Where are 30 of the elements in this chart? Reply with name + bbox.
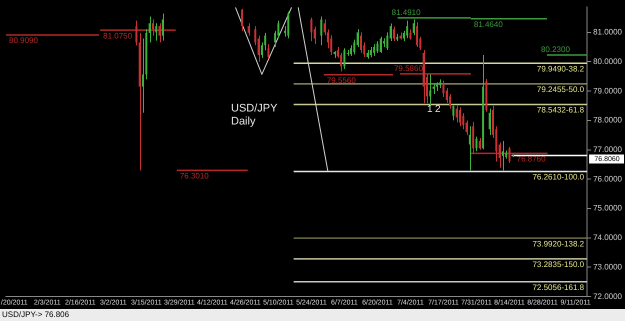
annotation: 2 [435, 104, 441, 115]
y-tick-label: 73.0000 [593, 262, 623, 272]
ref-line-label: 78.5432-61.8 [536, 106, 585, 115]
ref-line-label: 76.3010 [180, 172, 210, 181]
ref-line-label: 73.2835-150.0 [532, 260, 585, 270]
y-tick-label: 76.0000 [593, 174, 623, 184]
y-tick-label: 78.0000 [593, 116, 623, 125]
y-tick-label: 79.0000 [593, 86, 623, 96]
ref-line-label: 72.5056-161.8 [532, 282, 585, 292]
y-tick-label: 72.0000 [593, 292, 623, 301]
ref-line-label: 76.8760 [516, 154, 546, 164]
annotation: Daily [231, 116, 256, 128]
text: USD/JPY-> 76.806 [2, 310, 70, 319]
y-tick-label: 80.0000 [593, 56, 623, 66]
annotation: 1 [427, 104, 433, 115]
ref-line-label: 81.4640 [474, 20, 504, 29]
ref-line-label: 80.2300 [540, 45, 570, 54]
ref-line-label: 81.4910 [392, 8, 422, 18]
ref-line-label: 81.0750 [103, 31, 133, 40]
y-tick-label: 75.0000 [593, 204, 623, 213]
y-tick-label: 81.0000 [593, 28, 623, 37]
annotation: USD/JPY [231, 102, 278, 115]
y-tick-label: 74.0000 [593, 233, 623, 242]
ref-line-label: 79.2455-50.0 [536, 85, 585, 94]
ref-line-label: 80.9090 [9, 36, 38, 46]
ref-line-label: 79.5560 [326, 76, 356, 85]
ref-line-label: 76.2610-100.0 [532, 172, 585, 182]
ref-line-label: 79.9490-38.2 [536, 64, 585, 74]
ref-line-label: 73.9920-138.2 [532, 239, 585, 248]
y-tick-label: 77.0000 [593, 144, 623, 154]
